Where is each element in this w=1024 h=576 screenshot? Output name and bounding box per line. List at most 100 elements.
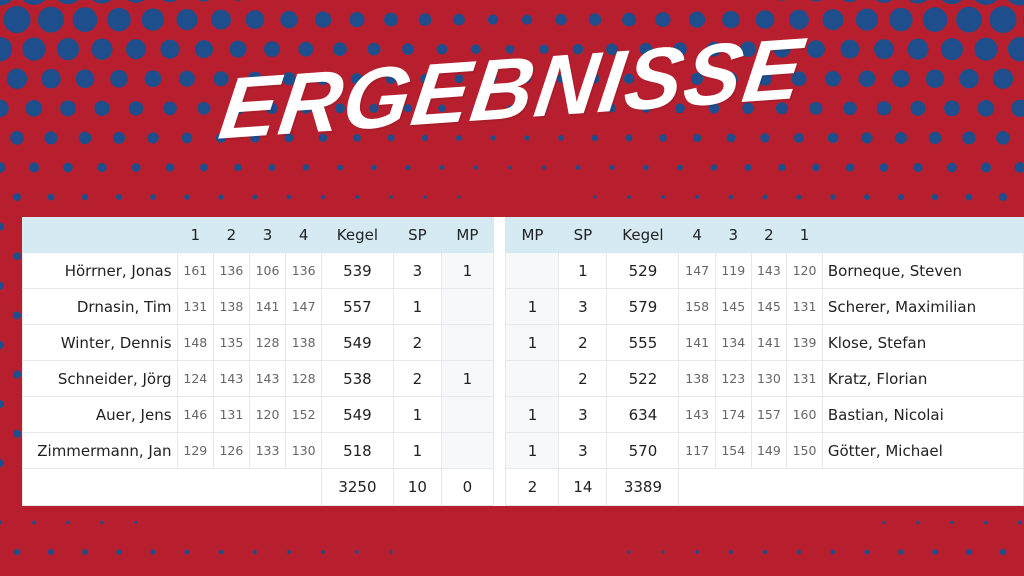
set-score: 146 <box>176 396 215 433</box>
halftone-dot <box>864 549 870 555</box>
set-score: 152 <box>285 396 322 433</box>
halftone-dot <box>789 9 809 30</box>
halftone-dot <box>661 550 665 554</box>
halftone-dot <box>861 132 873 144</box>
halftone-dot <box>115 193 123 201</box>
halftone-dot <box>910 100 926 116</box>
table-row: Drnasin, Tim 131 138 141 147 557 1 1 3 579 158 145 1… <box>22 288 1024 325</box>
set-score: 117 <box>678 432 716 469</box>
halftone-dot <box>473 165 479 170</box>
halftone-dot <box>574 104 582 113</box>
halftone-dot <box>3 6 31 34</box>
halftone-dot <box>755 10 775 29</box>
halftone-dot <box>508 165 512 170</box>
halftone-dot <box>389 550 393 554</box>
away-player-name: Borneque, Steven <box>821 252 1024 289</box>
halftone-dot <box>454 74 464 84</box>
halftone-dot <box>250 133 260 143</box>
halftone-dot <box>457 195 461 199</box>
halftone-dot <box>742 102 754 115</box>
kegel-total: 529 <box>606 252 680 289</box>
halftone-dot <box>827 132 839 144</box>
halftone-dot <box>385 73 397 85</box>
halftone-dot <box>773 40 791 58</box>
halftone-dot <box>947 162 957 173</box>
halftone-dot <box>873 39 895 60</box>
set-score: 143 <box>248 360 287 397</box>
kegel-total: 634 <box>606 396 680 433</box>
halftone-dot <box>676 164 684 171</box>
halftone-dot <box>78 131 92 145</box>
halftone-dot <box>728 550 734 555</box>
set-score: 120 <box>248 396 287 433</box>
column-header: SP <box>392 217 442 253</box>
halftone-dot <box>807 40 825 59</box>
match-points <box>440 324 494 361</box>
halftone-dot <box>421 134 429 142</box>
column-header: 2 <box>750 217 788 253</box>
column-header: 2 <box>213 217 250 253</box>
table-row: Zimmermann, Jan 129 126 133 130 518 1 1 3 570 117 1… <box>22 432 1024 469</box>
halftone-dot <box>843 0 857 3</box>
column-gap <box>492 324 507 361</box>
halftone-dot <box>796 549 802 555</box>
halftone-dot <box>247 71 263 86</box>
halftone-dot <box>47 548 55 556</box>
halftone-dot <box>184 194 190 200</box>
halftone-dot <box>0 162 6 173</box>
halftone-dot <box>13 193 21 202</box>
set-points: 3 <box>558 432 608 469</box>
halftone-dot <box>13 370 21 379</box>
set-score: 157 <box>750 396 788 433</box>
halftone-dot <box>791 71 807 87</box>
match-points: 1 <box>440 252 494 289</box>
halftone-dot <box>989 6 1017 34</box>
column-gap <box>492 360 507 397</box>
halftone-dot <box>264 41 280 58</box>
halftone-dot <box>775 102 789 115</box>
totals-row: 3250 10 0 2 14 3389 <box>22 468 1024 506</box>
halftone-dot <box>726 133 736 143</box>
halftone-dot <box>506 105 514 112</box>
halftone-dot <box>607 104 617 113</box>
halftone-dot <box>280 10 298 29</box>
halftone-dot <box>690 72 704 85</box>
halftone-dot <box>134 520 138 525</box>
match-points <box>505 252 560 289</box>
halftone-dot <box>75 69 95 89</box>
halftone-dot <box>420 73 430 84</box>
match-points: 1 <box>440 360 494 397</box>
column-header: Kegel <box>606 217 680 253</box>
halftone-dot <box>625 134 633 142</box>
halftone-dot <box>41 68 61 89</box>
halftone-dot <box>66 520 70 525</box>
halftone-dot <box>940 38 964 61</box>
halftone-dot <box>194 40 214 59</box>
halftone-dot <box>521 14 533 25</box>
halftone-dot <box>950 520 954 525</box>
halftone-dot <box>809 101 823 115</box>
halftone-dot <box>403 104 413 113</box>
column-gap <box>492 252 507 289</box>
halftone-dot <box>125 39 147 60</box>
halftone-dot <box>588 13 602 26</box>
halftone-dot <box>367 42 381 56</box>
halftone-dot <box>541 165 547 170</box>
halftone-dot <box>353 134 361 142</box>
set-points: 2 <box>392 360 442 397</box>
halftone-dot <box>1014 162 1024 173</box>
halftone-dot <box>184 549 190 555</box>
halftone-dot <box>965 193 973 201</box>
halftone-dot <box>116 549 122 555</box>
halftone-dot <box>692 133 702 143</box>
halftone-dot <box>984 520 988 525</box>
set-points: 2 <box>558 360 608 397</box>
halftone-dot <box>974 37 998 61</box>
halftone-dot <box>882 520 886 525</box>
halftone-dot <box>643 164 649 171</box>
match-points: 1 <box>505 396 560 433</box>
header-row: 1 2 3 4 Kegel SP MP MP SP Kegel 4 3 2 1 <box>22 217 1024 253</box>
set-score: 131 <box>176 288 215 325</box>
halftone-dot <box>110 69 128 88</box>
